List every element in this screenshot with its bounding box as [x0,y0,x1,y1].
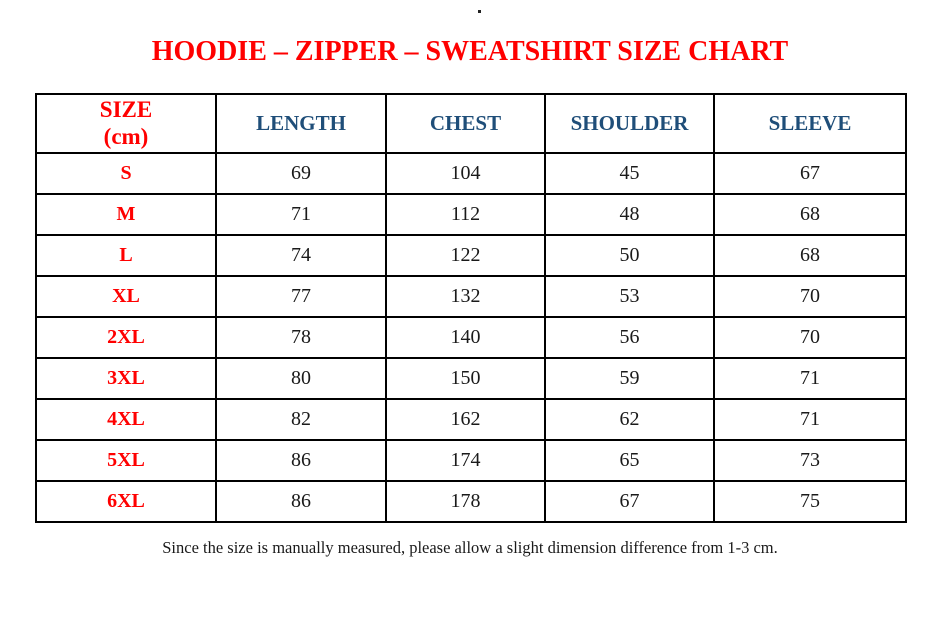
table-row-s: S 69 104 45 67 [35,152,907,195]
stray-dot-mark [478,10,481,13]
length-cell: 74 [215,234,387,277]
size-cell: 6XL [35,480,217,523]
table-row-3xl: 3XL 80 150 59 71 [35,357,907,400]
chest-cell: 162 [385,398,546,441]
length-cell: 86 [215,480,387,523]
size-cell: 5XL [35,439,217,482]
chest-cell: 112 [385,193,546,236]
sleeve-cell: 70 [713,275,907,318]
length-cell: 80 [215,357,387,400]
sleeve-cell: 68 [713,234,907,277]
page-title: HOODIE – ZIPPER – SWEATSHIRT SIZE CHART [151,36,789,67]
length-cell: 71 [215,193,387,236]
table-row-xl: XL 77 132 53 70 [35,275,907,318]
col-header-shoulder: SHOULDER [544,93,715,154]
size-cell: 3XL [35,357,217,400]
chest-cell: 150 [385,357,546,400]
length-cell: 86 [215,439,387,482]
size-chart-table: SIZE (cm) LENGTH CHEST SHOULDER SLEEVE S… [35,93,907,523]
table-row-2xl: 2XL 78 140 56 70 [35,316,907,359]
chest-cell: 174 [385,439,546,482]
shoulder-cell: 53 [544,275,715,318]
measurement-disclaimer: Since the size is manually measured, ple… [162,538,778,557]
sleeve-cell: 67 [713,152,907,195]
length-cell: 77 [215,275,387,318]
size-cell: L [35,234,217,277]
shoulder-cell: 48 [544,193,715,236]
size-cell: M [35,193,217,236]
sleeve-cell: 73 [713,439,907,482]
shoulder-cell: 59 [544,357,715,400]
table-row-6xl: 6XL 86 178 67 75 [35,480,907,523]
table-row-4xl: 4XL 82 162 62 71 [35,398,907,441]
sleeve-cell: 68 [713,193,907,236]
size-cell: S [35,152,217,195]
col-header-chest: CHEST [385,93,546,154]
col-header-length: LENGTH [215,93,387,154]
col-header-sleeve: SLEEVE [713,93,907,154]
shoulder-cell: 56 [544,316,715,359]
shoulder-cell: 65 [544,439,715,482]
length-cell: 69 [215,152,387,195]
size-cell: 4XL [35,398,217,441]
table-header-row: SIZE (cm) LENGTH CHEST SHOULDER SLEEVE [35,93,907,154]
chest-cell: 132 [385,275,546,318]
shoulder-cell: 67 [544,480,715,523]
sleeve-cell: 71 [713,398,907,441]
table-row-l: L 74 122 50 68 [35,234,907,277]
sleeve-cell: 75 [713,480,907,523]
shoulder-cell: 62 [544,398,715,441]
chest-cell: 122 [385,234,546,277]
size-cell: XL [35,275,217,318]
table-row-5xl: 5XL 86 174 65 73 [35,439,907,482]
chest-cell: 178 [385,480,546,523]
sleeve-cell: 71 [713,357,907,400]
col-header-size: SIZE (cm) [35,93,217,154]
shoulder-cell: 45 [544,152,715,195]
sleeve-cell: 70 [713,316,907,359]
size-header-line2: (cm) [103,123,149,149]
size-cell: 2XL [35,316,217,359]
shoulder-cell: 50 [544,234,715,277]
chest-cell: 104 [385,152,546,195]
size-header-line1: SIZE [99,97,153,123]
length-cell: 82 [215,398,387,441]
chest-cell: 140 [385,316,546,359]
table-row-m: M 71 112 48 68 [35,193,907,236]
length-cell: 78 [215,316,387,359]
